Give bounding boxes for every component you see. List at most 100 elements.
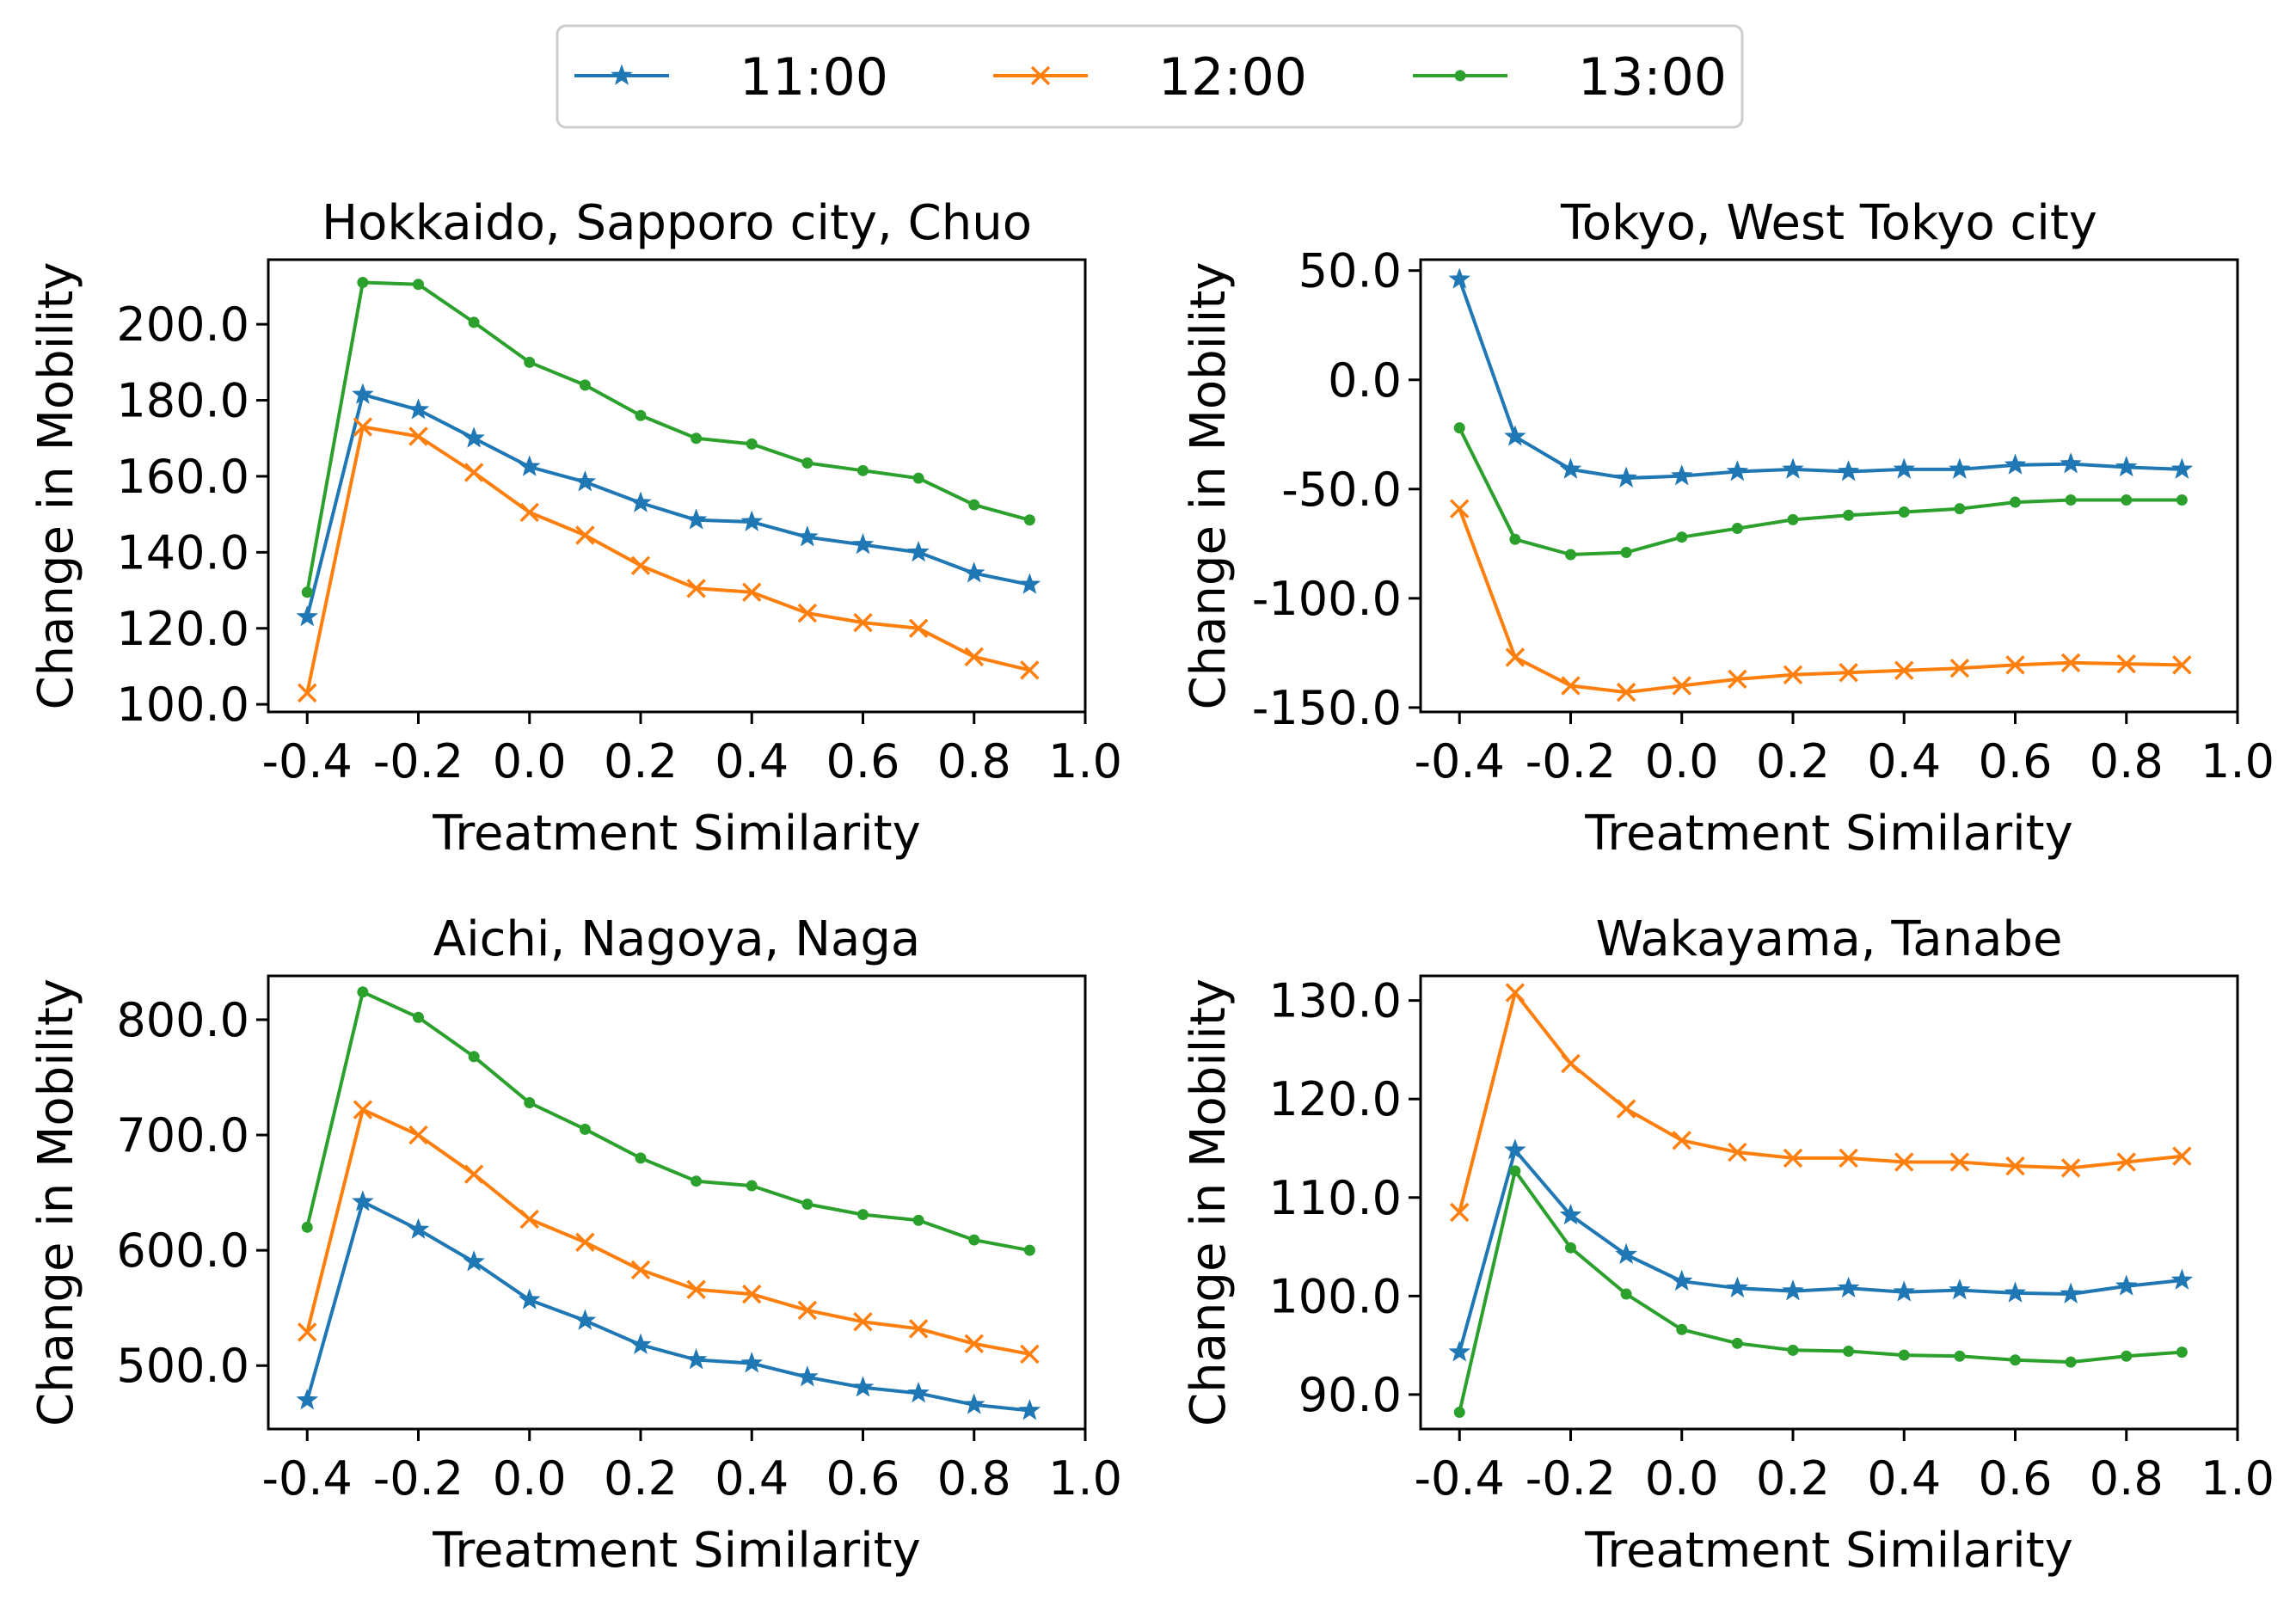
x-tick-label: 0.6 (1979, 1451, 2053, 1506)
data-point-11-00 (1448, 267, 1471, 289)
data-point-13-00 (2121, 1350, 2133, 1362)
data-point-13-00 (1787, 1344, 1799, 1356)
x-tick-label: -0.2 (373, 734, 463, 788)
data-point-13-00 (1676, 1323, 1688, 1335)
data-point-12-00 (1505, 647, 1526, 667)
y-tick-label: 160.0 (116, 450, 249, 504)
data-point-11-00 (463, 1250, 485, 1272)
data-point-11-00 (1615, 466, 1637, 488)
series-line-11-00 (305, 392, 1030, 617)
data-point-12-00 (2172, 1146, 2192, 1166)
data-point-12-00 (1020, 1344, 1040, 1365)
data-point-11-00 (2170, 1268, 2194, 1290)
data-point-12-00 (1672, 676, 1691, 696)
data-point-12-00 (408, 1125, 428, 1145)
series-line-13-00 (1458, 426, 2182, 556)
series-11-00 (1448, 267, 2194, 488)
x-tick-label: 0.0 (493, 734, 567, 788)
data-point-12-00 (853, 1312, 873, 1332)
data-point-13-00 (856, 1209, 869, 1221)
legend-marker-12-00 (1030, 65, 1051, 86)
data-point-13-00 (412, 279, 424, 291)
chart-panel-1: Hokkaido, Sapporo city, Chuo -0.4 -0.2 0.0 0… (28, 195, 1122, 862)
x-tick-label: 0.4 (1867, 734, 1941, 788)
data-point-12-00 (686, 1279, 706, 1299)
legend-marker-11-00 (611, 64, 633, 85)
data-point-13-00 (301, 1221, 313, 1233)
data-point-11-00 (1726, 460, 1749, 481)
data-point-13-00 (1564, 1242, 1576, 1254)
data-point-11-00 (1782, 1279, 1804, 1301)
data-point-11-00 (2004, 453, 2027, 475)
data-point-11-00 (407, 398, 430, 420)
data-point-13-00 (2009, 496, 2021, 508)
x-tick-label: 0.6 (826, 1451, 900, 1506)
y-tick-label: 110.0 (1268, 1171, 1402, 1225)
x-axis-label: Treatment Similarity (1584, 806, 2073, 862)
data-point-11-00 (1559, 457, 1582, 479)
x-tick-label: -0.4 (262, 734, 353, 788)
series-line-11-00 (1458, 1148, 2182, 1353)
y-tick-label: 180.0 (116, 374, 249, 428)
data-point-11-00 (1949, 457, 1971, 479)
plot-area-frame (1419, 974, 2239, 1431)
data-point-13-00 (1898, 506, 1910, 518)
data-point-12-00 (298, 1322, 317, 1342)
data-point-12-00 (1616, 1099, 1636, 1119)
data-point-12-00 (742, 1284, 762, 1304)
data-point-11-00 (1726, 1276, 1749, 1298)
series-13-00 (301, 277, 1035, 598)
data-point-12-00 (2005, 655, 2025, 675)
y-axis-label: Change in Mobility (28, 978, 84, 1426)
series-line-13-00 (1458, 1168, 2182, 1413)
x-tick-label: 0.2 (1756, 734, 1830, 788)
x-tick-label: 0.2 (604, 734, 678, 788)
series-line-12-00 (305, 425, 1030, 694)
data-point-12-00 (964, 1334, 984, 1354)
data-point-11-00 (629, 491, 652, 512)
series-line-12-00 (1458, 507, 2182, 695)
data-point-11-00 (1837, 1276, 1860, 1298)
data-point-13-00 (1453, 422, 1465, 434)
data-point-12-00 (575, 1232, 595, 1252)
plot-area-frame (267, 258, 1087, 714)
data-point-11-00 (574, 470, 597, 492)
data-point-11-00 (1018, 573, 1041, 594)
series-11-00 (1448, 1138, 2194, 1362)
y-tick-label: 800.0 (116, 993, 249, 1047)
x-tick-label: 0.4 (715, 1451, 789, 1506)
chart-title: Wakayama, Tanabe (1596, 911, 2063, 967)
data-point-13-00 (1509, 533, 1521, 545)
x-tick-label: -0.2 (373, 1451, 463, 1506)
data-point-13-00 (2065, 494, 2077, 506)
series-line-13-00 (305, 990, 1030, 1253)
y-tick-label: 120.0 (1268, 1072, 1402, 1126)
data-point-12-00 (1949, 658, 1970, 678)
data-point-13-00 (912, 1214, 924, 1226)
data-point-11-00 (851, 533, 875, 555)
data-point-12-00 (519, 1209, 539, 1230)
series-line-11-00 (1458, 279, 2182, 481)
data-point-12-00 (463, 1164, 484, 1184)
y-tick-label: 100.0 (1268, 1269, 1402, 1323)
y-tick-label: 100.0 (116, 678, 249, 732)
data-point-12-00 (1450, 1202, 1470, 1223)
data-point-12-00 (1783, 1148, 1803, 1168)
data-point-12-00 (1561, 676, 1581, 696)
x-tick-label: 0.6 (1979, 734, 2053, 788)
y-tick-label: -100.0 (1252, 572, 1402, 626)
data-point-11-00 (851, 1376, 875, 1397)
data-point-11-00 (2115, 1274, 2138, 1296)
data-point-11-00 (962, 1393, 985, 1414)
y-tick-label: -150.0 (1252, 681, 1402, 735)
legend-label-13-00: 13:00 (1578, 47, 1727, 107)
data-point-13-00 (2176, 1346, 2188, 1359)
x-tick-label: 0.8 (937, 1451, 1011, 1506)
data-point-13-00 (1843, 1345, 1855, 1357)
data-point-13-00 (579, 1123, 591, 1135)
data-point-13-00 (746, 438, 758, 450)
data-point-12-00 (1894, 1152, 1914, 1172)
data-point-12-00 (1020, 660, 1040, 680)
data-point-13-00 (412, 1011, 424, 1023)
data-point-12-00 (1505, 983, 1526, 1003)
